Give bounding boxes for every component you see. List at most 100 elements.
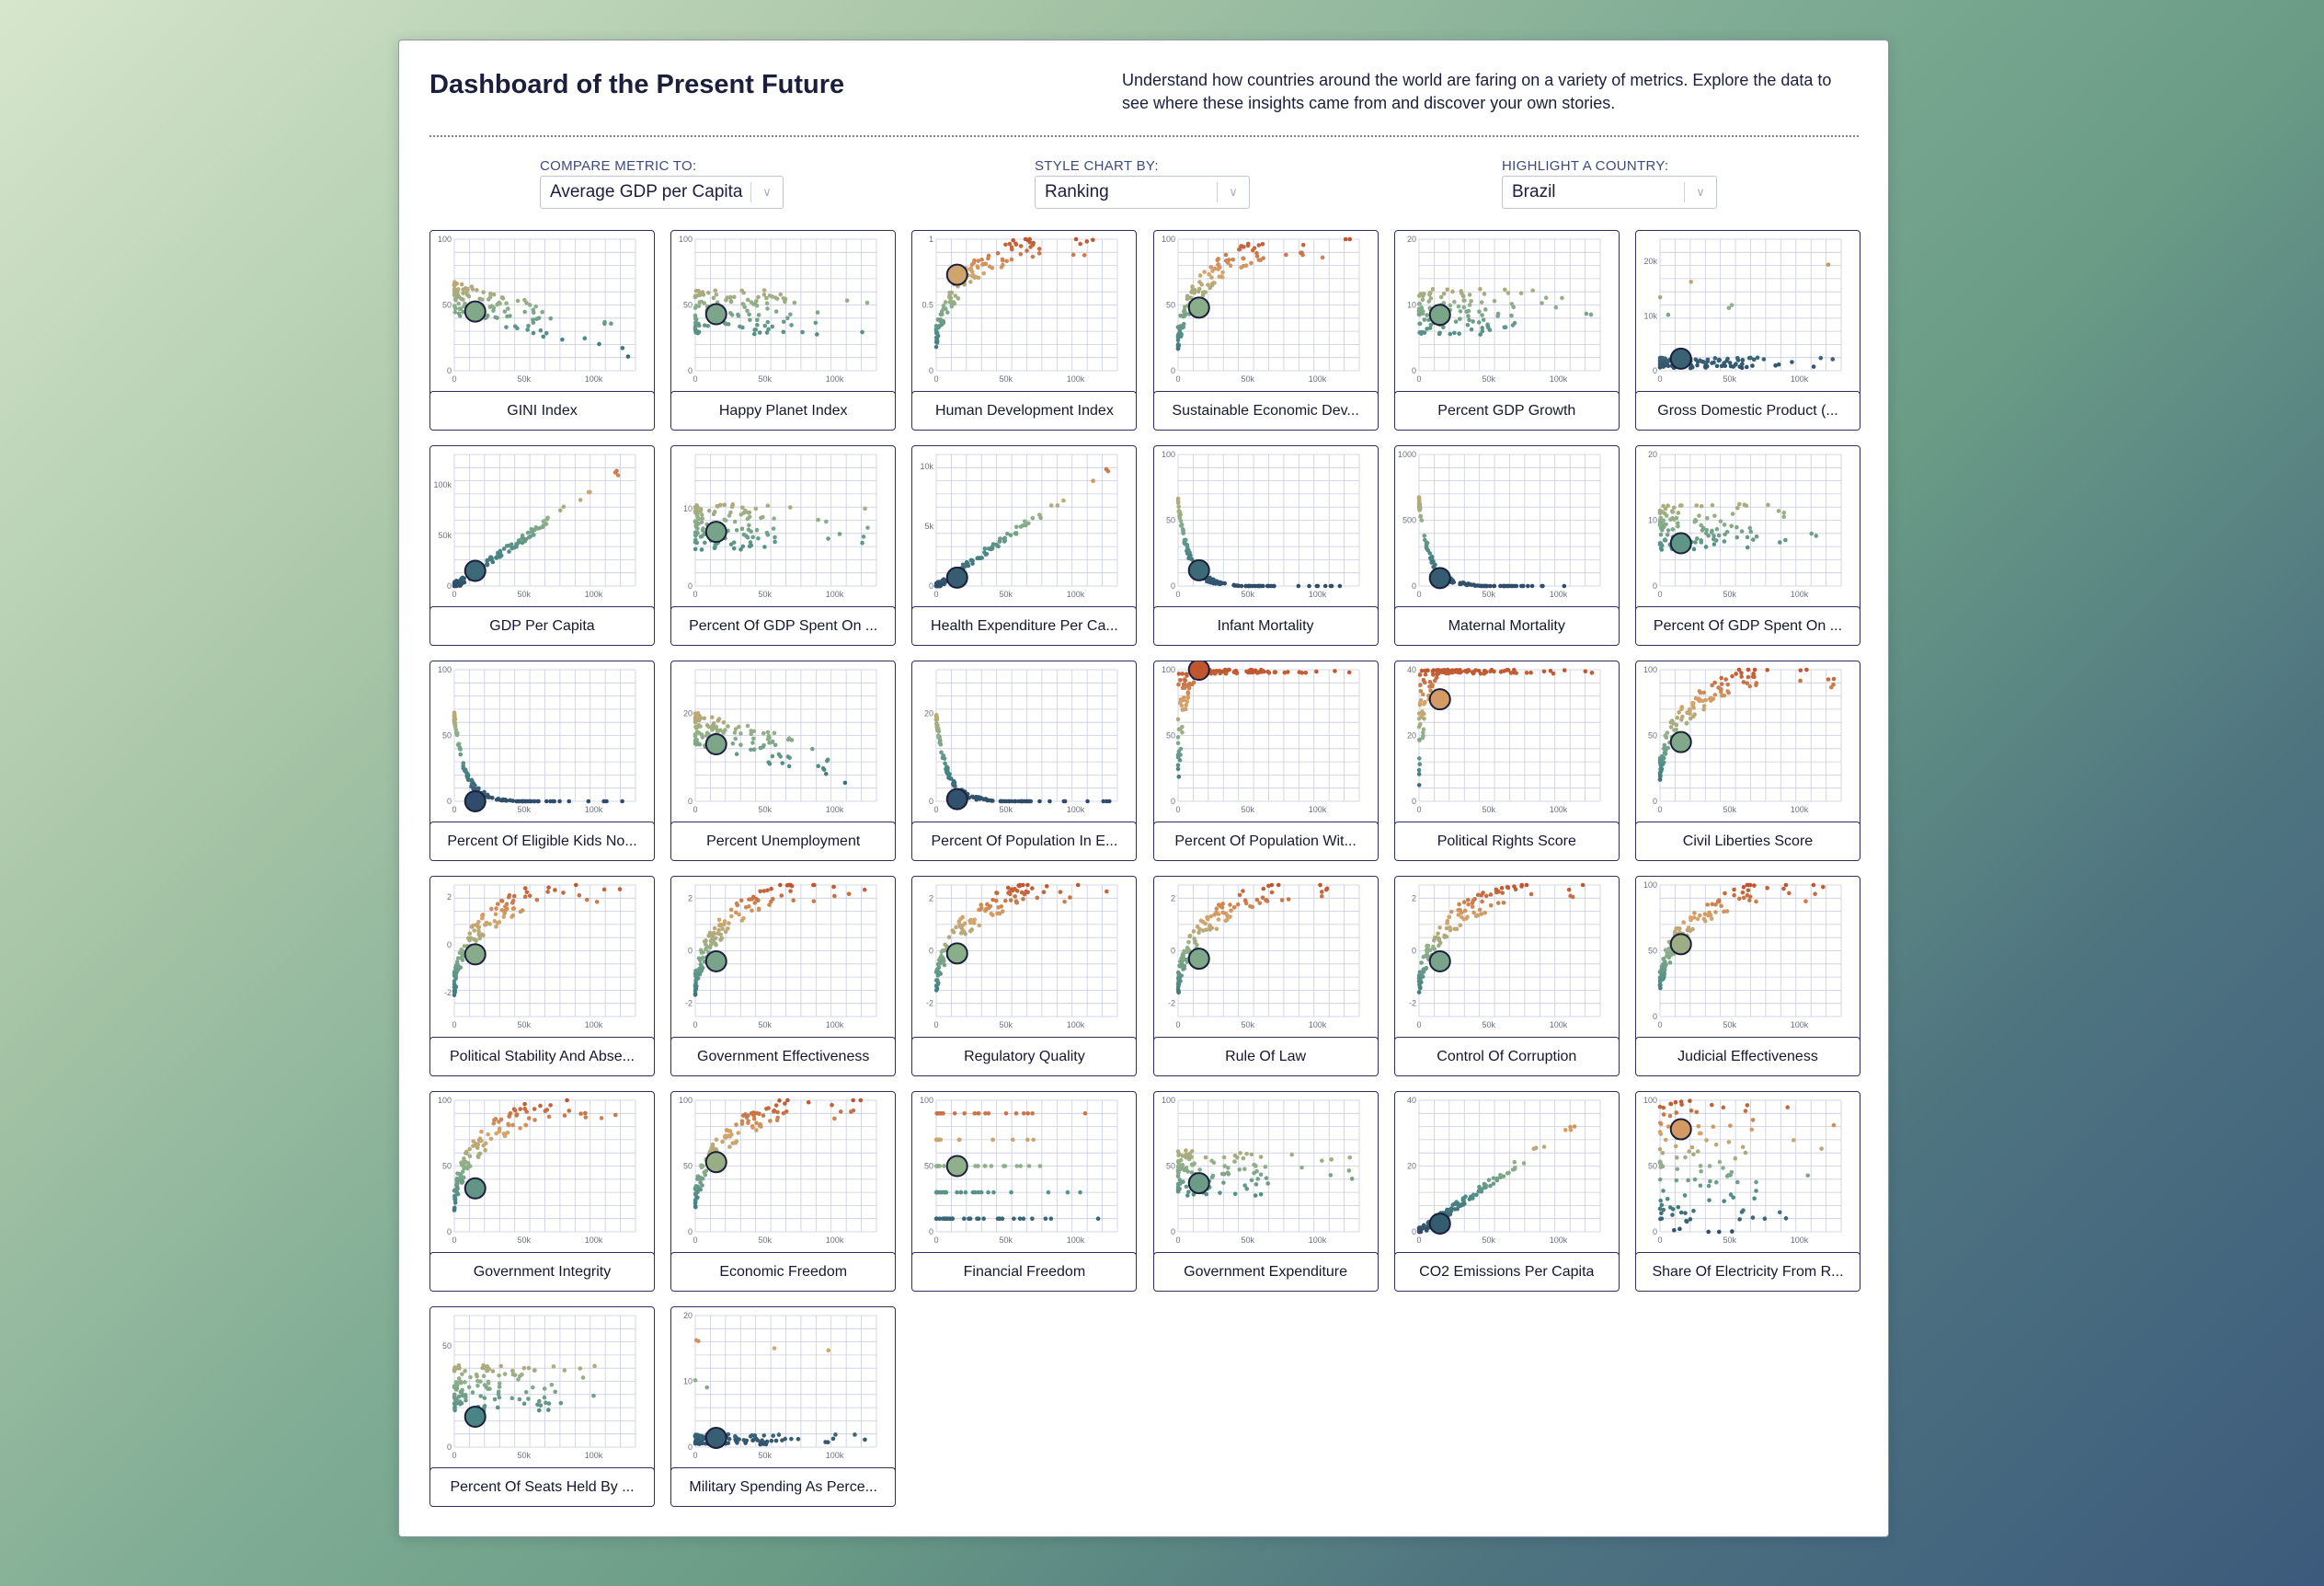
data-point[interactable] xyxy=(1703,545,1709,549)
data-point[interactable] xyxy=(1458,923,1462,927)
data-point[interactable] xyxy=(1674,926,1678,931)
data-point[interactable] xyxy=(1790,360,1794,364)
data-point[interactable] xyxy=(1471,319,1475,324)
data-point[interactable] xyxy=(1175,1165,1180,1169)
data-point[interactable] xyxy=(703,540,707,546)
data-point[interactable] xyxy=(1726,1140,1732,1144)
data-point[interactable] xyxy=(452,1205,457,1211)
data-point[interactable] xyxy=(747,904,751,909)
data-point[interactable] xyxy=(1478,332,1483,337)
data-point[interactable] xyxy=(560,337,565,342)
data-point[interactable] xyxy=(1458,907,1462,913)
highlighted-country-point[interactable] xyxy=(946,942,969,965)
chart-title[interactable]: Government Integrity xyxy=(430,1252,654,1291)
data-point[interactable] xyxy=(1505,668,1511,672)
data-point[interactable] xyxy=(1831,1122,1837,1128)
data-point[interactable] xyxy=(1426,299,1431,304)
data-point[interactable] xyxy=(1048,799,1053,804)
data-point[interactable] xyxy=(546,1401,552,1406)
data-point[interactable] xyxy=(934,988,939,993)
data-point[interactable] xyxy=(748,514,752,520)
data-point[interactable] xyxy=(962,1216,967,1221)
highlighted-country-point[interactable] xyxy=(1187,1172,1210,1195)
data-point[interactable] xyxy=(1175,499,1180,504)
data-point[interactable] xyxy=(1831,676,1837,682)
data-point[interactable] xyxy=(1483,910,1487,915)
data-point[interactable] xyxy=(497,920,502,925)
data-point[interactable] xyxy=(599,1116,604,1121)
data-point[interactable] xyxy=(758,1123,762,1129)
data-point[interactable] xyxy=(527,303,532,307)
data-point[interactable] xyxy=(1721,1105,1726,1110)
data-point[interactable] xyxy=(968,928,973,934)
data-point[interactable] xyxy=(1022,1111,1026,1116)
data-point[interactable] xyxy=(1776,509,1781,513)
data-point[interactable] xyxy=(1661,957,1666,961)
data-point[interactable] xyxy=(846,891,852,896)
data-point[interactable] xyxy=(715,503,720,509)
data-point[interactable] xyxy=(1319,1158,1324,1163)
data-point[interactable] xyxy=(995,911,1001,916)
data-point[interactable] xyxy=(983,1111,989,1116)
data-point[interactable] xyxy=(1196,280,1202,284)
data-point[interactable] xyxy=(947,935,952,940)
data-point[interactable] xyxy=(1218,904,1223,909)
data-point[interactable] xyxy=(1740,1144,1746,1150)
data-point[interactable] xyxy=(1042,890,1047,894)
data-point[interactable] xyxy=(1712,536,1716,542)
data-point[interactable] xyxy=(486,1379,491,1385)
data-point[interactable] xyxy=(1214,579,1219,584)
data-point[interactable] xyxy=(1241,263,1245,269)
data-point[interactable] xyxy=(832,1116,837,1121)
data-point[interactable] xyxy=(625,354,631,359)
data-point[interactable] xyxy=(1189,682,1195,687)
data-point[interactable] xyxy=(1238,244,1243,248)
data-point[interactable] xyxy=(734,901,739,906)
data-point[interactable] xyxy=(971,260,977,266)
data-point[interactable] xyxy=(1660,1151,1666,1155)
data-point[interactable] xyxy=(452,718,457,724)
data-point[interactable] xyxy=(762,545,767,549)
data-point[interactable] xyxy=(1657,1104,1663,1109)
data-point[interactable] xyxy=(495,902,500,906)
data-point[interactable] xyxy=(522,1101,527,1107)
data-point[interactable] xyxy=(737,724,741,730)
data-point[interactable] xyxy=(1188,290,1194,294)
data-point[interactable] xyxy=(1178,1157,1183,1163)
data-point[interactable] xyxy=(1232,1153,1237,1158)
data-point[interactable] xyxy=(1657,1146,1663,1152)
data-point[interactable] xyxy=(545,515,550,521)
data-point[interactable] xyxy=(1709,530,1714,535)
data-point[interactable] xyxy=(510,1122,516,1128)
data-point[interactable] xyxy=(1543,295,1549,300)
data-point[interactable] xyxy=(1747,898,1752,902)
data-point[interactable] xyxy=(972,1111,978,1116)
data-point[interactable] xyxy=(1657,770,1663,776)
data-point[interactable] xyxy=(1461,1201,1467,1206)
data-point[interactable] xyxy=(1059,890,1063,894)
data-point[interactable] xyxy=(1185,546,1190,550)
data-point[interactable] xyxy=(699,968,704,972)
data-point[interactable] xyxy=(738,512,744,517)
data-point[interactable] xyxy=(934,1164,939,1168)
data-point[interactable] xyxy=(941,579,946,583)
data-point[interactable] xyxy=(728,294,733,300)
highlighted-country-point[interactable] xyxy=(1428,949,1451,972)
data-point[interactable] xyxy=(1179,698,1185,703)
data-point[interactable] xyxy=(490,559,496,565)
data-point[interactable] xyxy=(1492,583,1496,589)
data-point[interactable] xyxy=(1674,722,1679,728)
data-point[interactable] xyxy=(941,1216,945,1221)
data-point[interactable] xyxy=(773,534,777,540)
data-point[interactable] xyxy=(860,329,865,335)
data-point[interactable] xyxy=(971,1190,976,1195)
data-point[interactable] xyxy=(452,1405,457,1410)
data-point[interactable] xyxy=(534,316,539,322)
data-point[interactable] xyxy=(1781,886,1786,891)
data-point[interactable] xyxy=(1176,727,1181,732)
data-point[interactable] xyxy=(1773,363,1778,368)
data-point[interactable] xyxy=(1480,328,1484,334)
data-point[interactable] xyxy=(582,336,588,341)
data-point[interactable] xyxy=(1003,1164,1008,1168)
data-point[interactable] xyxy=(761,889,767,893)
